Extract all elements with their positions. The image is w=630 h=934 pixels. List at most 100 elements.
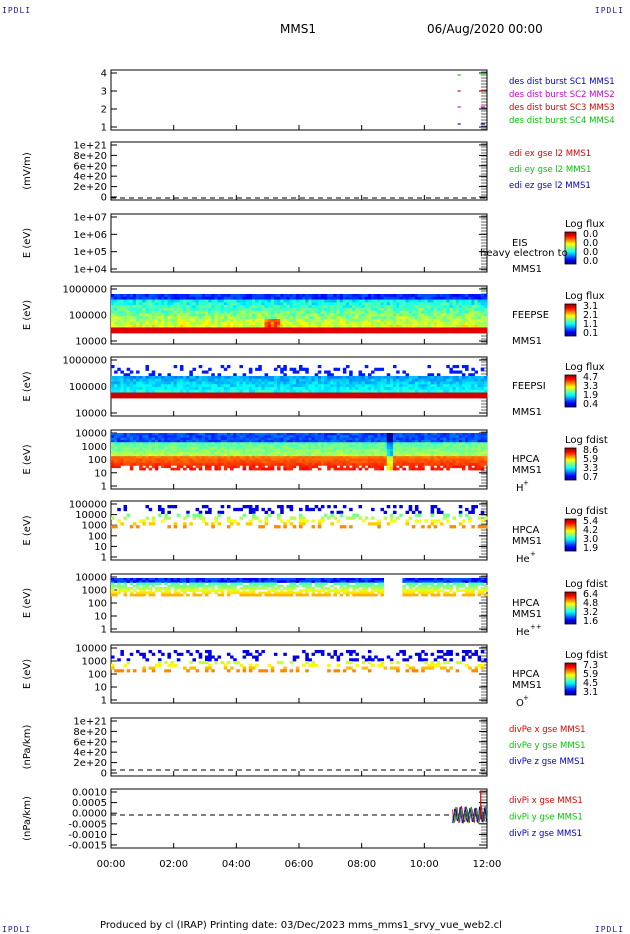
spectrogram-cell — [452, 330, 457, 334]
spectrogram-cell — [186, 446, 190, 450]
spectrogram-cell — [154, 444, 159, 448]
spectrogram-cell — [443, 446, 447, 450]
spectrogram-cell — [264, 456, 269, 459]
spectrogram-cell — [461, 307, 466, 312]
spectrogram-cell — [477, 313, 482, 317]
spectrogram-cell — [424, 294, 428, 298]
spectrogram-cell — [324, 458, 328, 462]
spectrogram-cell — [117, 299, 121, 303]
spectrogram-cell — [311, 395, 316, 399]
spectrogram-cell — [352, 305, 356, 309]
spectrogram-cell — [205, 381, 209, 385]
spectrogram-cell — [355, 460, 359, 464]
y-tick-label: 3 — [101, 87, 107, 98]
spectrogram-cell — [148, 299, 153, 303]
spectrogram-cell — [424, 395, 428, 399]
spectrogram-cell — [226, 437, 231, 441]
spectrogram-cell — [436, 302, 441, 306]
spectrogram-cell — [195, 307, 200, 312]
spectrogram-cell — [198, 387, 203, 391]
y-tick-label: 8e+20 — [73, 727, 107, 738]
legend-entry: divPe z gse MMS1 — [509, 757, 585, 767]
spectrogram-cell — [179, 381, 184, 385]
spectrogram-cell — [477, 376, 482, 380]
spectrogram-cell — [336, 324, 341, 328]
spectrogram-cell — [267, 307, 272, 312]
spectrogram-cell — [126, 446, 131, 450]
spectrogram-cell — [195, 389, 200, 393]
spectrogram-cell — [252, 381, 256, 385]
colorbar-tick-label: 2.1 — [583, 310, 598, 321]
spectrogram-cell — [427, 463, 431, 466]
spectrogram-cell — [233, 439, 237, 443]
spectrogram-cell — [129, 384, 134, 388]
spectrogram-cell — [355, 465, 359, 469]
spectrogram-cell — [311, 376, 316, 380]
spectrogram-cell — [242, 310, 247, 314]
spectrogram-cell — [361, 324, 366, 328]
spectrogram-cell — [214, 389, 218, 393]
spectrogram-cell — [483, 316, 488, 320]
spectrogram-cell — [440, 327, 444, 331]
spectrogram-cell — [333, 378, 337, 382]
spectrogram-cell — [393, 453, 397, 457]
spectrogram-cell — [123, 316, 128, 320]
spectrogram-cell — [211, 384, 215, 388]
spectrogram-cell — [198, 296, 203, 300]
spectrogram-cell — [330, 433, 334, 436]
spectrogram-cell — [132, 435, 137, 439]
spectrogram-cell — [223, 444, 228, 448]
spectrogram-cell — [427, 433, 431, 436]
spectrogram-cell — [123, 392, 128, 396]
spectrogram-cell — [455, 370, 460, 374]
spectrogram-cell — [427, 451, 431, 455]
spectrogram-cell — [201, 460, 206, 464]
spectrogram-cell — [349, 302, 353, 306]
spectrogram-cell — [405, 453, 410, 457]
spectrogram-cell — [286, 458, 290, 462]
spectrogram-cell — [201, 370, 206, 374]
spectrogram-cell — [208, 456, 212, 459]
spectrogram-cell — [120, 395, 124, 399]
spectrogram-cell — [311, 435, 316, 439]
spectrogram-cell — [252, 313, 256, 317]
spectrogram-cell — [192, 324, 196, 328]
spectrogram-cell — [289, 433, 294, 436]
spectrogram-cell — [158, 378, 162, 382]
spectrogram-cell — [346, 449, 350, 452]
spectrogram-cell — [302, 294, 306, 298]
spectrogram-cell — [220, 316, 225, 320]
spectrogram-cell — [383, 442, 388, 445]
spectrogram-cell — [154, 378, 159, 382]
spectrogram-cell — [430, 330, 435, 334]
spectrogram-cell — [443, 307, 447, 312]
spectrogram-cell — [436, 442, 441, 445]
spectrogram-cell — [273, 456, 278, 459]
spectrogram-cell — [386, 313, 391, 317]
spectrogram-cell — [418, 294, 422, 298]
colorbar-tick-label: 8.6 — [583, 445, 598, 456]
spectrogram-cell — [430, 463, 435, 466]
spectrogram-cell — [361, 321, 366, 326]
spectrogram-cell — [142, 378, 146, 382]
spectrogram-cell — [305, 310, 309, 314]
spectrogram-cell — [280, 376, 284, 380]
spectrogram-cell — [421, 444, 425, 448]
spectrogram-cell — [126, 453, 131, 457]
spectrogram-cell — [346, 302, 350, 306]
spectrogram-cell — [408, 305, 413, 309]
spectrogram-cell — [264, 319, 269, 323]
spectrogram-cell — [465, 310, 469, 314]
spectrogram-cell — [330, 327, 334, 331]
spectrogram-cell — [223, 453, 228, 457]
spectrogram-cell — [183, 381, 187, 385]
spectrogram-cell — [280, 456, 284, 459]
spectrogram-cell — [361, 453, 366, 457]
spectrogram-cell — [245, 302, 250, 306]
spectrogram-cell — [258, 321, 262, 326]
spectrogram-cell — [367, 327, 372, 331]
spectrogram-cell — [158, 387, 162, 391]
spectrogram-cell — [408, 449, 413, 452]
spectrogram-cell — [252, 305, 256, 309]
spectrogram-cell — [142, 456, 146, 459]
